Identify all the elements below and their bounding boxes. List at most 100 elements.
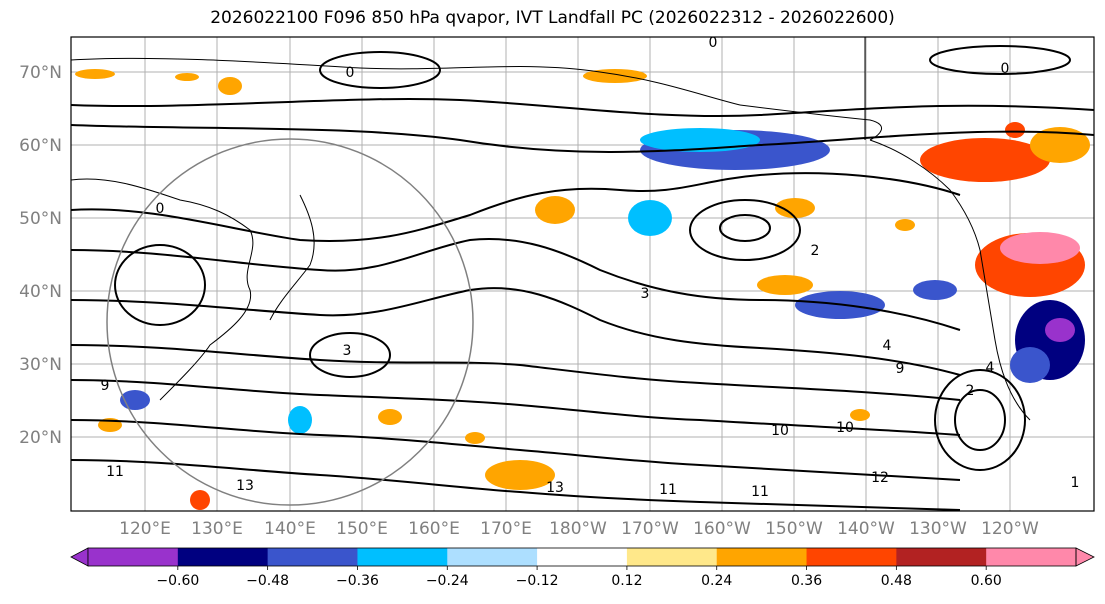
colorbar-tick-label: 0.36 [791,573,822,589]
positive-anomaly-blob [775,198,815,218]
contour-label: 0 [346,65,355,81]
contour-label: 11 [106,464,124,480]
colorbar-tick-label: 0.60 [971,573,1002,589]
contour-line [71,97,1094,117]
contour-line [71,459,961,511]
contour-label: 2 [966,383,975,399]
longitude-label: 150°E [336,519,388,539]
latitude-label: 50°N [19,209,62,229]
longitude-label: 140°W [837,519,895,539]
positive-anomaly-blob [1000,232,1080,264]
colorbar-tick-label: −0.24 [426,573,469,589]
longitude-label: 120°E [119,519,171,539]
negative-anomaly-blob [288,406,312,434]
contour-label: 12 [871,470,889,486]
alaska-coastline [739,104,882,141]
colorbar: −0.60 −0.48 −0.36 −0.24 −0.12 0.12 0.24 0.36 0.4… [70,547,1095,589]
positive-anomaly-blob [583,69,647,83]
range-ring [106,138,474,506]
contour-line [71,172,961,242]
colorbar-segment [267,548,358,566]
colorbar-segment [626,548,718,566]
longitude-label: 140°E [264,519,316,539]
longitude-label: 180°W [549,519,607,539]
negative-anomaly-blob [628,200,672,236]
contour-label: 10 [836,420,854,436]
negative-anomaly-blob [1045,318,1075,342]
contour-label: 4 [986,360,995,376]
arctic-coastline [71,57,741,106]
contour-label: 0 [1001,61,1010,77]
contour-closed [719,214,771,242]
north-america-coastline [869,139,1031,421]
colorbar-tick-label: 0.48 [881,573,912,589]
map-title: 2026022100 F096 850 hPa qvapor, IVT Land… [210,8,895,28]
contour-label: 10 [771,423,789,439]
positive-anomaly-blob [485,460,555,490]
contour-label: 1 [1071,475,1080,491]
colorbar-segment [537,548,628,566]
positive-anomaly-blob [465,432,485,444]
colorbar-segment [447,548,538,566]
contour-closed [929,45,1071,75]
longitude-label: 130°W [909,519,967,539]
colorbar-tick-label: 0.24 [701,573,732,589]
contour-line [71,287,961,376]
contours [71,45,1094,511]
latitude-label: 40°N [19,282,62,302]
contour-label: 11 [659,482,677,498]
contour-closed [309,332,391,378]
colorbar-segment [806,548,897,566]
japan-coastline [269,194,315,321]
contour-label: 4 [883,338,892,354]
positive-anomaly-blob [378,409,402,425]
contour-label: 9 [101,378,110,394]
longitude-label: 160°E [408,519,460,539]
contour-label: 13 [236,478,254,494]
positive-anomaly-blob [895,219,915,231]
contour-line [71,344,961,401]
latitude-labels: 70°N 60°N 50°N 40°N 30°N 20°N [19,63,62,448]
colorbar-tick-label: −0.60 [156,573,199,589]
contour-label: 0 [156,201,165,217]
positive-anomaly-blob [75,69,115,79]
colorbar-tick-label: −0.36 [336,573,379,589]
colorbar-tick-label: 0.12 [611,573,642,589]
longitude-label: 160°W [693,519,751,539]
positive-anomaly-blob [850,409,870,421]
colorbar-extend-left [70,547,89,567]
colorbar-tick-label: −0.48 [246,573,289,589]
contour-label: 13 [546,480,564,496]
contour-closed [114,244,206,326]
colorbar-tick-label: −0.12 [516,573,559,589]
gridlines [71,37,1094,511]
longitude-labels: 120°E 130°E 140°E 150°E 160°E 170°E 180°W 170°W… [119,519,1039,539]
contour-label: 3 [641,286,650,302]
contour-label: 0 [709,35,718,51]
longitude-label: 130°E [191,519,243,539]
contour-label: 2 [811,243,820,259]
negative-anomaly-blob [1010,347,1050,383]
colorbar-segment [177,548,269,566]
latitude-label: 60°N [19,136,62,156]
latitude-label: 70°N [19,63,62,83]
coastlines [71,37,1031,421]
contour-closed [934,369,1026,471]
contour-closed [689,199,801,261]
longitude-label: 150°W [765,519,823,539]
contour-line [71,419,961,481]
contour-line [71,238,961,331]
latitude-label: 30°N [19,355,62,375]
contour-label: 3 [343,343,352,359]
contour-closed [319,51,441,89]
contour-line [71,124,1094,153]
colorbar-segment [88,548,179,566]
positive-anomaly-blob [920,138,1050,182]
colorbar-segment [896,548,987,566]
contour-line [71,379,961,436]
colorbar-segment [716,548,808,566]
negative-anomaly-blob [913,280,957,300]
contour-label: 11 [751,484,769,500]
